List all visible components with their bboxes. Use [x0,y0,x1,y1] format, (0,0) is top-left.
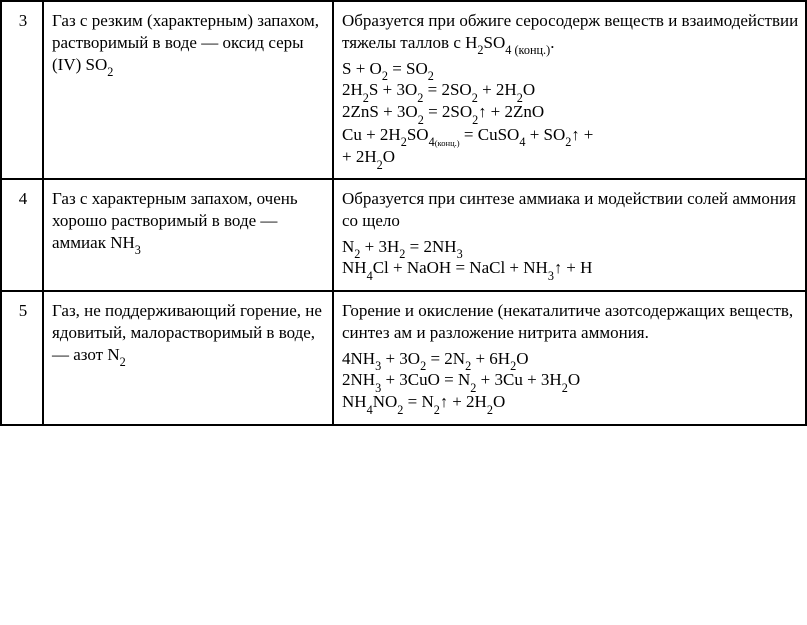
equation: Cu + 2H2SO4(конц.) = CuSO4 + SO2↑ + [342,124,799,147]
page-root: 3 Газ с резким (характерным) за­пахом, р… [0,0,807,625]
equation: 2H2S + 3O2 = 2SO2 + 2H2O [342,79,799,101]
table-row: 4 Газ с характерным запахом, очень хорош… [1,179,806,291]
table-row: 5 Газ, не поддерживающий горе­ние, не яд… [1,291,806,425]
row-reactions: Образуется при синтезе аммиака и модейст… [333,179,806,291]
equation: 2ZnS + 3O2 = 2SO2↑ + 2ZnO [342,101,799,124]
equation: S + O2 = SO2 [342,58,799,80]
table-body: 3 Газ с резким (характерным) за­пахом, р… [1,1,806,425]
row-description: Газ с резким (характерным) за­пахом, рас… [43,1,333,179]
row-description: Газ с характерным запахом, очень хорошо … [43,179,333,291]
row-number: 5 [1,291,43,425]
chemistry-table: 3 Газ с резким (характерным) за­пахом, р… [0,0,807,426]
row-description: Газ, не поддерживающий горе­ние, не ядов… [43,291,333,425]
row-reactions: Горение и окисление (некаталитиче азотсо… [333,291,806,425]
equation: NH4Cl + NaOH = NaCl + NH3↑ + H [342,257,799,280]
table-row: 3 Газ с резким (характерным) за­пахом, р… [1,1,806,179]
row-reactions: Образуется при обжиге серосодерж веществ… [333,1,806,179]
equation: 4NH3 + 3O2 = 2N2 + 6H2O [342,348,799,370]
equations-block: 4NH3 + 3O2 = 2N2 + 6H2O2NH3 + 3CuO = N2 … [342,348,799,414]
reactions-intro: Горение и окисление (некаталитиче азотсо… [342,300,799,344]
reactions-intro: Образуется при синтезе аммиака и модейст… [342,188,799,232]
equation: N2 + 3H2 = 2NH3 [342,236,799,258]
equations-block: N2 + 3H2 = 2NH3NH4Cl + NaOH = NaCl + NH3… [342,236,799,280]
equation: 2NH3 + 3CuO = N2 + 3Cu + 3H2O [342,369,799,391]
row-number: 4 [1,179,43,291]
reactions-intro: Образуется при обжиге серосодерж веществ… [342,10,799,54]
row-number: 3 [1,1,43,179]
equations-block: S + O2 = SO22H2S + 3O2 = 2SO2 + 2H2O2ZnS… [342,58,799,169]
equation: + 2H2O [342,146,799,168]
equation: NH4NO2 = N2↑ + 2H2O [342,391,799,414]
